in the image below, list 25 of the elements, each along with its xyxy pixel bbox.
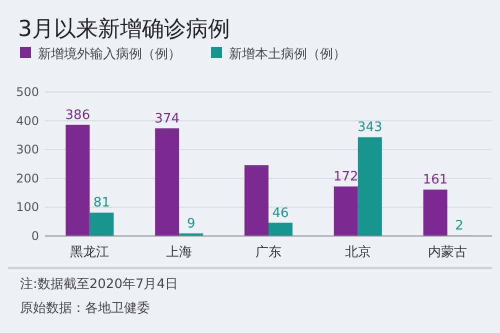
data-label: 343 xyxy=(357,120,382,136)
data-label: 2 xyxy=(455,218,464,234)
y-tick-label: 500 xyxy=(16,85,39,99)
data-label: 9 xyxy=(186,216,196,232)
y-tick-label: 400 xyxy=(16,114,39,128)
data-label: 46 xyxy=(272,206,289,221)
data-label: 161 xyxy=(422,172,448,188)
y-tick-label: 100 xyxy=(16,200,39,214)
y-tick-label: 200 xyxy=(16,171,39,186)
text: 原始数据：各地卫健委 xyxy=(20,301,150,316)
data-label: 386 xyxy=(65,108,90,123)
chart-title: 3月以来新增确诊病例 xyxy=(18,17,230,42)
data-label: 81 xyxy=(93,196,110,211)
x-tick-label: 内蒙古 xyxy=(428,245,467,260)
x-tick-label: 上海 xyxy=(166,245,192,260)
legend-label: 新增境外输入病例（例） xyxy=(38,46,181,62)
x-tick-label: 广东 xyxy=(256,245,282,260)
x-tick-label: 黑龙江 xyxy=(70,245,110,260)
data-label: 374 xyxy=(154,111,180,126)
legend-label: 新增本土病例（例） xyxy=(229,47,346,62)
y-tick-label: 300 xyxy=(16,142,39,157)
data-label: 172 xyxy=(333,169,358,184)
y-tick-label: 0 xyxy=(31,229,39,243)
x-tick-label: 北京 xyxy=(344,245,371,260)
text: 注:数据截至2020年7月4日 xyxy=(20,277,178,292)
